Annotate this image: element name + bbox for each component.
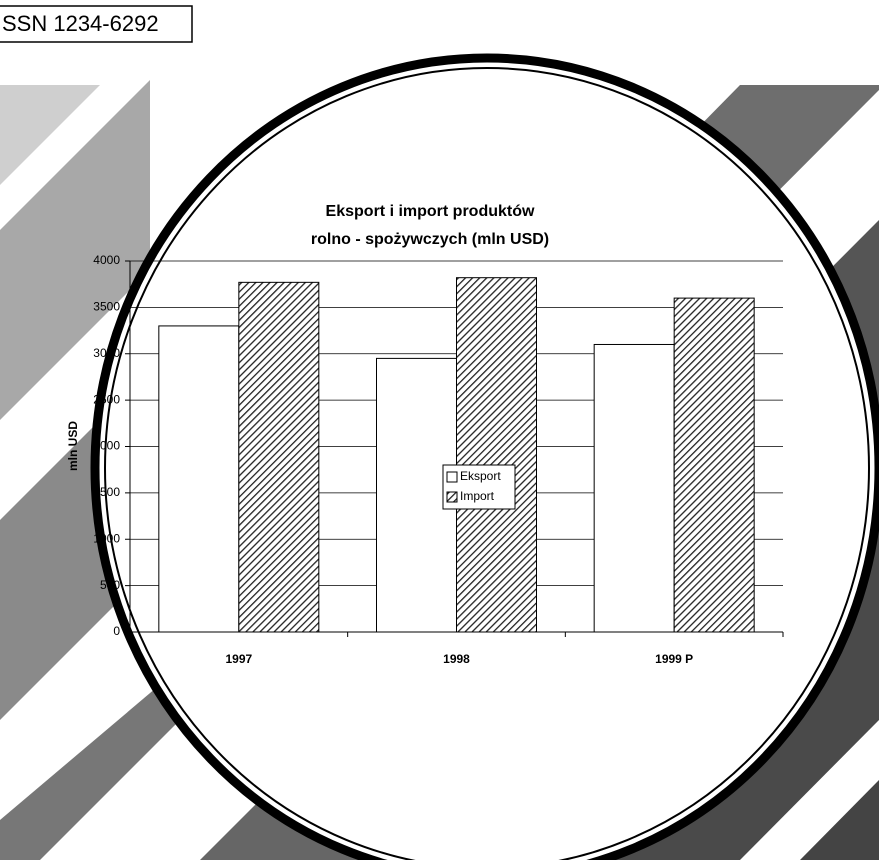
legend-label: Eksport [460, 469, 501, 483]
legend-label: Import [460, 489, 495, 503]
issn-box [0, 5, 193, 43]
legend-swatch [446, 471, 458, 483]
issn: SSN 1234-6292 [2, 11, 159, 36]
chart-subtitle: rolno - spożywczych (mln USD) [311, 231, 549, 248]
bar [593, 343, 675, 633]
y-tick-label: 2500 [93, 392, 120, 406]
bar [238, 281, 320, 633]
y-tick-label: 1000 [93, 531, 120, 545]
x-tick-label: 1998 [443, 652, 470, 666]
y-tick-label: 3000 [93, 346, 120, 360]
legend-swatch [446, 491, 458, 503]
y-tick-label: 2000 [93, 439, 120, 453]
bar [673, 297, 755, 633]
y-tick-label: 4000 [93, 253, 120, 267]
y-axis-label: mln USD [66, 421, 80, 471]
x-tick-label: 1997 [225, 652, 252, 666]
bar [456, 277, 537, 633]
y-tick-label: 0 [113, 624, 120, 638]
y-tick-label: 1500 [93, 485, 120, 499]
y-tick-label: 500 [100, 578, 120, 592]
x-tick-label: 1999 P [655, 652, 693, 666]
bar [158, 325, 240, 633]
circle-inner-ring [104, 67, 870, 860]
y-tick-label: 3500 [93, 300, 120, 314]
chart-title: Eksport i import produktów [326, 203, 535, 220]
